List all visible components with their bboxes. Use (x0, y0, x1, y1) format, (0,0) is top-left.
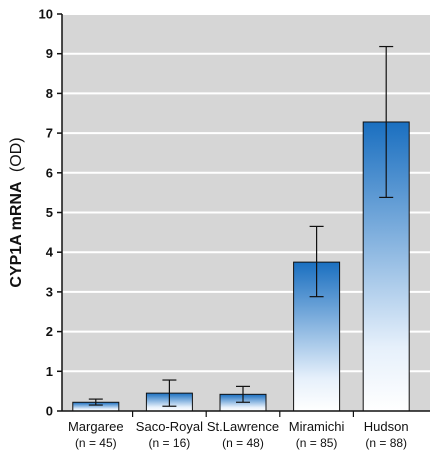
y-axis-label-main: CYP1A mRNA (8, 181, 25, 288)
sample-size-label: (n = 48) (222, 436, 264, 450)
sample-size-label: (n = 45) (75, 436, 117, 450)
category-label: St.Lawrence (207, 419, 279, 434)
y-tick-label: 0 (46, 404, 53, 419)
bars (72, 45, 410, 412)
y-axis-label: CYP1A mRNA (OD) (8, 137, 25, 287)
sample-size-label: (n = 88) (365, 436, 407, 450)
y-tick-label: 4 (46, 245, 54, 260)
tick-labels: 0 1 2 3 4 5 6 7 8 9 10 (39, 7, 54, 419)
y-tick-label: 5 (46, 205, 53, 220)
category-label: Miramichi (289, 419, 345, 434)
y-tick-label: 8 (46, 86, 53, 101)
axes (57, 13, 430, 417)
sample-size-label: (n = 85) (296, 436, 338, 450)
sample-size-label: (n = 16) (149, 436, 191, 450)
y-tick-label: 1 (46, 364, 53, 379)
y-tick-label: 6 (46, 165, 53, 180)
y-tick-label: 3 (46, 284, 53, 299)
y-tick-label: 2 (46, 324, 53, 339)
category-labels: Margaree (n = 45) Saco-Royal (n = 16) St.Law… (68, 419, 409, 450)
y-tick-label: 10 (39, 7, 53, 22)
y-tick-label: 7 (46, 126, 53, 141)
category-label: Margaree (68, 419, 124, 434)
y-axis-label-unit: (OD) (8, 137, 25, 172)
category-label: Saco-Royal (136, 419, 203, 434)
category-label: Hudson (364, 419, 409, 434)
y-tick-label: 9 (46, 46, 53, 61)
